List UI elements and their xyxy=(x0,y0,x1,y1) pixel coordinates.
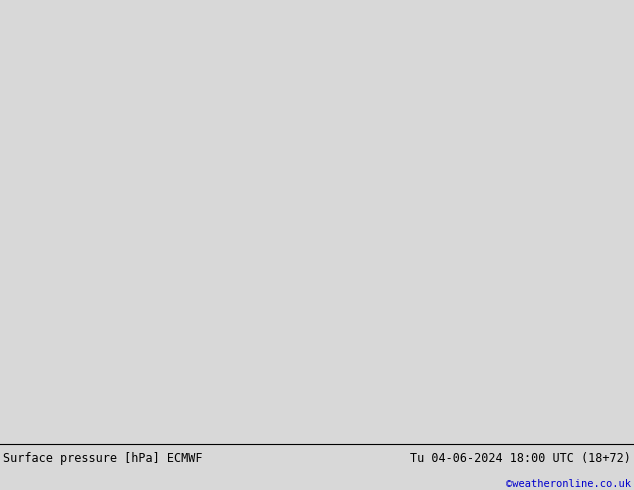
Text: Tu 04-06-2024 18:00 UTC (18+72): Tu 04-06-2024 18:00 UTC (18+72) xyxy=(410,452,631,465)
Text: ©weatheronline.co.uk: ©weatheronline.co.uk xyxy=(506,479,631,490)
Text: Surface pressure [hPa] ECMWF: Surface pressure [hPa] ECMWF xyxy=(3,452,203,465)
